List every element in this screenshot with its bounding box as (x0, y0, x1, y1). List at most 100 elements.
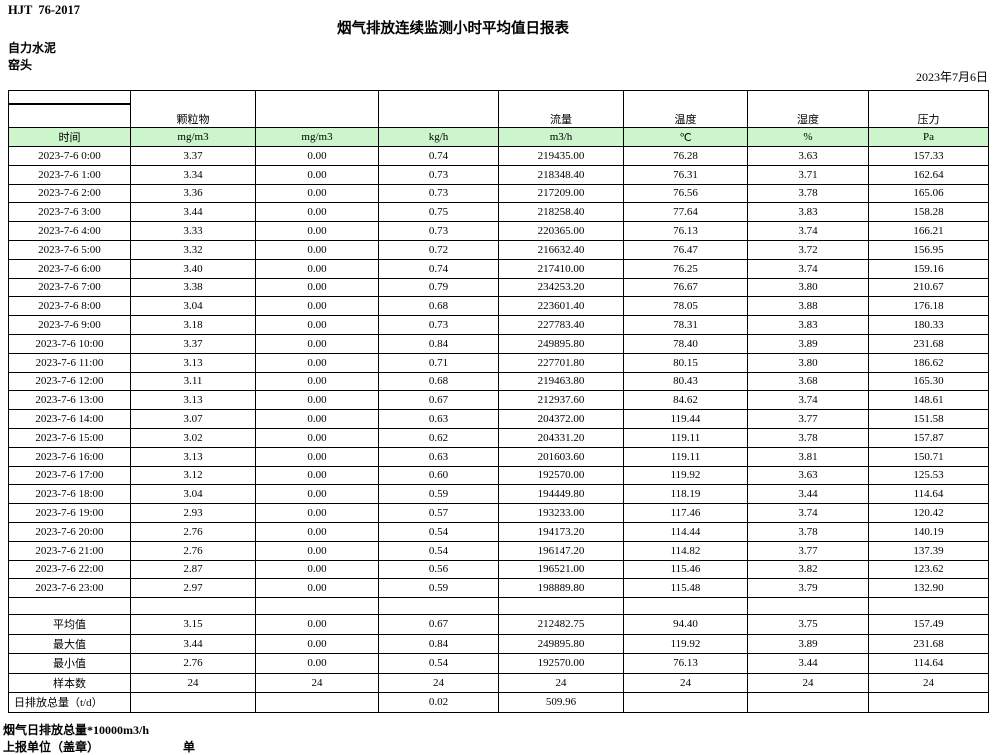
value-cell: 0.67 (378, 390, 499, 411)
value-cell: 162.64 (868, 164, 989, 185)
row-label-cell: 2023-7-6 17:00 (8, 465, 131, 486)
value-cell: 3.81 (747, 446, 869, 467)
value-cell: 3.12 (130, 465, 256, 486)
value-cell: 76.28 (623, 146, 748, 166)
value-cell: 192570.00 (498, 465, 624, 486)
value-cell (868, 692, 989, 713)
value-cell: 0.60 (378, 465, 499, 486)
value-cell: 0.63 (378, 409, 499, 429)
row-label-cell: 2023-7-6 10:00 (8, 333, 131, 354)
row-label-cell: 2023-7-6 22:00 (8, 559, 131, 580)
value-cell: 3.74 (747, 258, 869, 279)
row-label-cell: 2023-7-6 23:00 (8, 578, 131, 599)
hourly-data-row: 2023-7-6 6:00 3.40 0.00 0.74 217410.00 76.25 3… (8, 258, 989, 279)
value-cell: 151.58 (868, 409, 989, 429)
hourly-data-row: 2023-7-6 8:00 3.04 0.00 0.68 223601.40 78.05 3… (8, 296, 989, 317)
col-header-mgm3-1: mg/m3 (130, 127, 256, 147)
col-header-pa: Pa (868, 127, 989, 147)
value-cell: 0.73 (378, 183, 499, 204)
row-label-cell: 2023-7-6 9:00 (8, 315, 131, 335)
hourly-data-row: 2023-7-6 7:00 3.38 0.00 0.79 234253.20 76.67 3… (8, 277, 989, 298)
row-label-cell: 2023-7-6 7:00 (8, 277, 131, 298)
summary-row: 平均值 3.15 0.00 0.67 212482.75 94.40 3.75 157.49 (8, 614, 989, 635)
row-label-cell: 2023-7-6 6:00 (8, 258, 131, 279)
hourly-data-row: 2023-7-6 2:00 3.36 0.00 0.73 217209.00 76.56 3… (8, 183, 989, 204)
monitor-point-name: 窑头 (8, 58, 33, 72)
units-header-row: 时间 mg/m3 mg/m3 kg/h m3/h ℃ % Pa (8, 127, 989, 147)
row-label-cell: 样本数 (8, 672, 131, 694)
value-cell: 3.75 (747, 614, 869, 635)
value-cell: 3.80 (747, 277, 869, 298)
row-label-cell: 2023-7-6 11:00 (8, 352, 131, 373)
value-cell: 223601.40 (498, 296, 624, 317)
total-emission-note: 烟气日排放总量*10000m3/h (3, 723, 150, 737)
row-label-cell: 最小值 (8, 653, 131, 674)
group-header-pressure: 压力 (868, 90, 989, 128)
value-cell: 0.00 (255, 202, 379, 223)
row-label-cell: 2023-7-6 21:00 (8, 540, 131, 561)
value-cell: 0.00 (255, 427, 379, 448)
group-header-particulate: 颗粒物 (130, 90, 256, 128)
value-cell: 140.19 (868, 521, 989, 542)
value-cell: 0.00 (255, 183, 379, 204)
row-label-cell: 平均值 (8, 614, 131, 635)
corner-cell-2 (8, 103, 131, 128)
value-cell: 3.68 (747, 371, 869, 392)
value-cell (255, 692, 379, 713)
value-cell: 2.87 (130, 559, 256, 580)
row-label-cell: 2023-7-6 14:00 (8, 409, 131, 429)
report-date: 2023年7月6日 (915, 70, 988, 84)
value-cell: 186.62 (868, 352, 989, 373)
value-cell: 0.00 (255, 352, 379, 373)
value-cell: 76.56 (623, 183, 748, 204)
value-cell: 76.13 (623, 221, 748, 241)
value-cell: 0.00 (255, 446, 379, 467)
value-cell: 0.54 (378, 653, 499, 674)
value-cell: 0.00 (255, 258, 379, 279)
value-cell: 0.62 (378, 427, 499, 448)
value-cell: 166.21 (868, 221, 989, 241)
value-cell: 132.90 (868, 578, 989, 599)
hourly-data-row: 2023-7-6 10:00 3.37 0.00 0.84 249895.80 78.40… (8, 333, 989, 354)
value-cell: 2.76 (130, 521, 256, 542)
value-cell: 219435.00 (498, 146, 624, 166)
value-cell: 76.25 (623, 258, 748, 279)
value-cell: 0.68 (378, 296, 499, 317)
value-cell: 3.18 (130, 315, 256, 335)
row-label-cell: 最大值 (8, 633, 131, 655)
hourly-data-row: 2023-7-6 0:00 3.37 0.00 0.74 219435.00 76.28 3… (8, 146, 989, 166)
value-cell: 78.31 (623, 315, 748, 335)
col-header-percent: % (747, 127, 869, 147)
value-cell: 231.68 (868, 333, 989, 354)
value-cell: 0.56 (378, 559, 499, 580)
row-label-cell: 2023-7-6 4:00 (8, 221, 131, 241)
value-cell: 218348.40 (498, 164, 624, 185)
value-cell: 3.38 (130, 277, 256, 298)
value-cell: 3.63 (747, 146, 869, 166)
value-cell: 3.32 (130, 239, 256, 260)
row-label-cell: 日排放总量（t/d） (8, 692, 131, 713)
value-cell: 119.11 (623, 446, 748, 467)
value-cell: 3.44 (130, 202, 256, 223)
value-cell: 0.00 (255, 333, 379, 354)
value-cell: 77.64 (623, 202, 748, 223)
value-cell: 3.07 (130, 409, 256, 429)
value-cell: 0.74 (378, 258, 499, 279)
group-header-temperature: 温度 (623, 90, 748, 128)
summary-row: 日排放总量（t/d） 0.02 509.96 (8, 692, 989, 713)
value-cell: 0.84 (378, 633, 499, 655)
value-cell: 249895.80 (498, 333, 624, 354)
value-cell: 0.71 (378, 352, 499, 373)
value-cell: 119.44 (623, 409, 748, 429)
value-cell: 3.44 (747, 653, 869, 674)
value-cell: 0.00 (255, 164, 379, 185)
value-cell: 3.34 (130, 164, 256, 185)
summary-row: 最小值 2.76 0.00 0.54 192570.00 76.13 3.44 114.64 (8, 653, 989, 674)
group-header-blank-1 (255, 90, 379, 128)
hourly-data-row: 2023-7-6 16:00 3.13 0.00 0.63 201603.60 119.1… (8, 446, 989, 467)
value-cell: 3.89 (747, 633, 869, 655)
row-label-cell: 2023-7-6 8:00 (8, 296, 131, 317)
value-cell: 219463.80 (498, 371, 624, 392)
value-cell: 0.00 (255, 633, 379, 655)
value-cell: 3.11 (130, 371, 256, 392)
